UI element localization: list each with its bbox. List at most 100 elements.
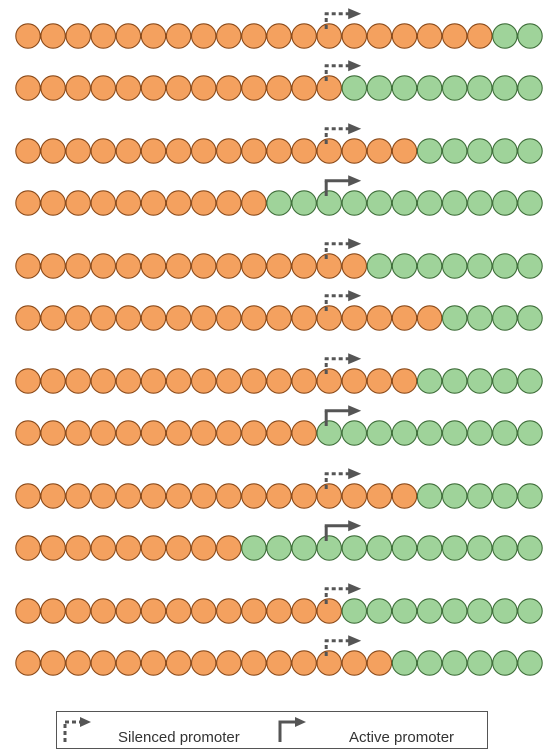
active-nucleosome: [391, 75, 418, 101]
silenced-promoter-arrow: [324, 468, 362, 489]
active-nucleosome: [316, 190, 342, 216]
active-nucleosome: [441, 535, 468, 561]
silenced-nucleosome: [266, 420, 292, 446]
silenced-nucleosome: [190, 305, 217, 331]
silenced-nucleosome: [241, 75, 267, 101]
silenced-nucleosome: [90, 535, 117, 561]
silenced-nucleosome: [216, 420, 242, 446]
active-nucleosome: [492, 305, 518, 331]
silenced-nucleosome: [140, 190, 167, 216]
silenced-nucleosome: [190, 23, 217, 49]
active-nucleosome: [366, 190, 393, 216]
active-nucleosome: [416, 138, 443, 164]
active-nucleosome: [492, 138, 518, 164]
active-nucleosome: [492, 535, 518, 561]
silenced-nucleosome: [15, 253, 41, 279]
silenced-nucleosome: [165, 75, 192, 101]
silenced-nucleosome: [266, 23, 292, 49]
active-nucleosome: [416, 598, 443, 624]
active-promoter-arrow: [324, 520, 362, 541]
legend: Silenced promoter Active promoter: [56, 711, 488, 749]
silenced-nucleosome: [40, 253, 66, 279]
silenced-nucleosome: [316, 650, 342, 676]
silenced-nucleosome: [366, 305, 393, 331]
silenced-nucleosome: [165, 598, 192, 624]
silenced-nucleosome: [190, 75, 217, 101]
nucleosome-row: [15, 635, 543, 676]
silenced-nucleosome: [140, 598, 167, 624]
silenced-nucleosome: [241, 420, 267, 446]
silenced-nucleosome: [140, 75, 167, 101]
silenced-nucleosome: [241, 483, 267, 509]
silenced-nucleosome: [115, 650, 142, 676]
silenced-nucleosome: [266, 368, 292, 394]
nucleosome-row: [15, 290, 543, 331]
silenced-nucleosome: [65, 305, 91, 331]
silenced-nucleosome: [291, 253, 317, 279]
active-nucleosome: [366, 598, 393, 624]
active-nucleosome: [492, 368, 518, 394]
silenced-nucleosome: [190, 598, 217, 624]
active-nucleosome: [441, 305, 468, 331]
silenced-nucleosome: [40, 23, 66, 49]
silenced-nucleosome: [216, 650, 242, 676]
silenced-nucleosome: [165, 190, 192, 216]
silenced-nucleosome: [291, 420, 317, 446]
silenced-promoter-label: Silenced promoter: [118, 729, 240, 746]
silenced-nucleosome: [165, 138, 192, 164]
silenced-nucleosome: [216, 305, 242, 331]
active-nucleosome: [517, 253, 543, 279]
active-nucleosome: [391, 253, 418, 279]
silenced-nucleosome: [316, 483, 342, 509]
nucleosome-row: [15, 123, 543, 164]
active-nucleosome: [391, 598, 418, 624]
silenced-nucleosome: [40, 138, 66, 164]
active-nucleosome: [492, 190, 518, 216]
silenced-nucleosome: [115, 483, 142, 509]
silenced-promoter-arrow: [324, 353, 362, 374]
silenced-nucleosome: [90, 305, 117, 331]
active-nucleosome: [517, 75, 543, 101]
active-nucleosome: [467, 368, 493, 394]
nucleosome-row: [15, 468, 543, 509]
silenced-nucleosome: [165, 420, 192, 446]
active-nucleosome: [366, 420, 393, 446]
silenced-nucleosome: [341, 483, 368, 509]
active-nucleosome: [441, 650, 468, 676]
active-nucleosome: [391, 420, 418, 446]
silenced-nucleosome: [291, 138, 317, 164]
active-nucleosome: [517, 138, 543, 164]
silenced-nucleosome: [216, 368, 242, 394]
active-nucleosome: [441, 483, 468, 509]
silenced-nucleosome: [316, 305, 342, 331]
active-nucleosome: [416, 190, 443, 216]
silenced-nucleosome: [140, 650, 167, 676]
silenced-nucleosome: [341, 23, 368, 49]
silenced-nucleosome: [90, 483, 117, 509]
silenced-nucleosome: [165, 483, 192, 509]
silenced-nucleosome: [40, 420, 66, 446]
silenced-nucleosome: [40, 368, 66, 394]
active-nucleosome: [266, 535, 292, 561]
silenced-nucleosome: [291, 23, 317, 49]
silenced-nucleosome: [291, 75, 317, 101]
active-promoter-icon: [278, 717, 306, 742]
active-nucleosome: [416, 535, 443, 561]
active-nucleosome: [266, 190, 292, 216]
active-nucleosome: [467, 535, 493, 561]
silenced-nucleosome: [15, 190, 41, 216]
silenced-nucleosome: [291, 483, 317, 509]
silenced-nucleosome: [391, 305, 418, 331]
silenced-nucleosome: [266, 650, 292, 676]
silenced-nucleosome: [241, 253, 267, 279]
active-nucleosome: [441, 368, 468, 394]
silenced-nucleosome: [15, 483, 41, 509]
silenced-nucleosome: [140, 420, 167, 446]
silenced-nucleosome: [190, 253, 217, 279]
active-nucleosome: [492, 253, 518, 279]
silenced-nucleosome: [140, 368, 167, 394]
silenced-nucleosome: [316, 138, 342, 164]
silenced-nucleosome: [366, 650, 393, 676]
silenced-nucleosome: [15, 305, 41, 331]
silenced-nucleosome: [266, 483, 292, 509]
